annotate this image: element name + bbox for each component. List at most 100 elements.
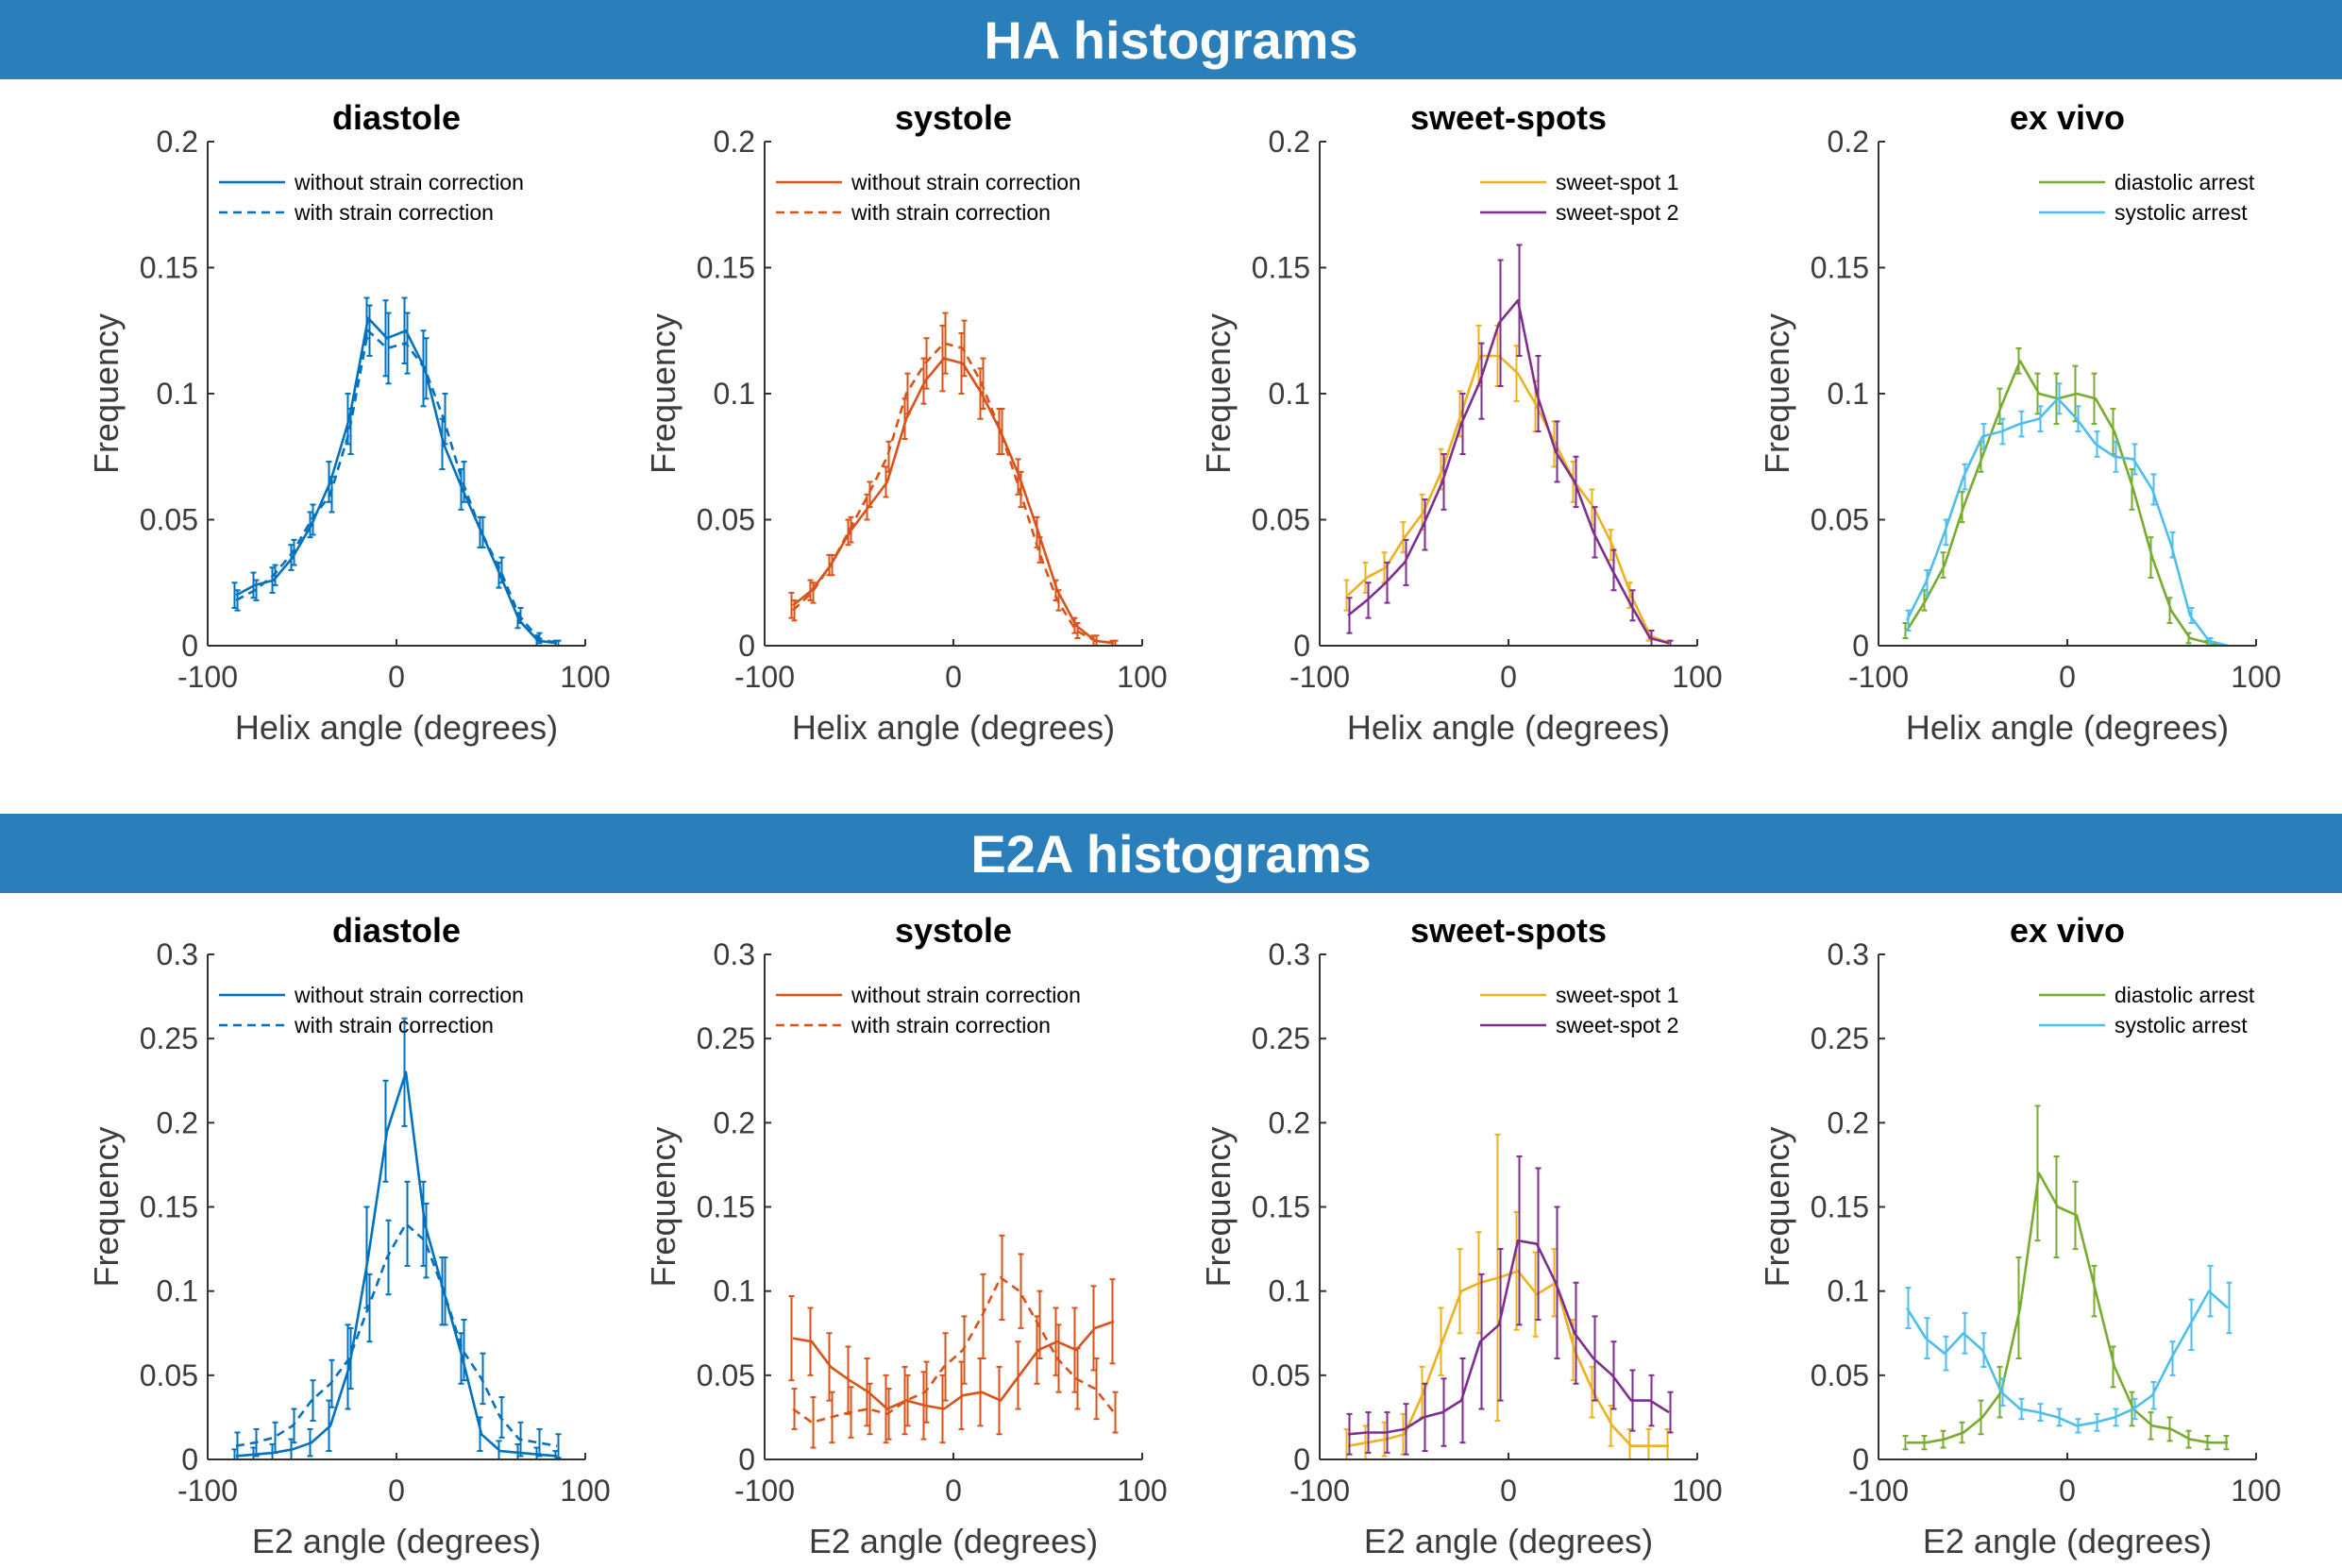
error-bar [2091, 1264, 2098, 1318]
legend-label: with strain correction [851, 1013, 1051, 1037]
error-bar [1018, 1253, 1024, 1329]
error-bar [1664, 1427, 1671, 1460]
chart-title: ex vivo [2010, 98, 2125, 137]
y-tick-label: 0.3 [157, 937, 198, 971]
error-bar [2188, 1298, 2195, 1352]
error-bar [310, 1379, 316, 1422]
legend-label: with strain correction [294, 1013, 494, 1037]
error-bar [1036, 536, 1043, 564]
x-tick-label: 100 [2231, 660, 2281, 694]
x-axis-label: E2 angle (degrees) [1364, 1522, 1653, 1560]
chart-title: diastole [332, 98, 461, 137]
y-axis-label: Frequency [644, 1126, 682, 1287]
legend-label: diastolic arrest [2115, 170, 2255, 194]
error-bar [1497, 1248, 1504, 1402]
y-tick-label: 0.15 [1811, 251, 1869, 285]
series-line [1347, 298, 1670, 645]
y-tick-label: 0.05 [1252, 503, 1310, 537]
chart-title: systole [895, 98, 1012, 137]
y-tick-label: 0.1 [714, 377, 755, 411]
y-axis-label: Frequency [1199, 1126, 1238, 1287]
legend-label: sweet-spot 1 [1556, 983, 1678, 1007]
error-bar [2053, 1155, 2060, 1258]
y-tick-label: 0.15 [140, 1190, 198, 1224]
y-tick-label: 0.15 [1252, 251, 1310, 285]
y-tick-label: 0.05 [1811, 503, 1869, 537]
series-line [792, 1276, 1116, 1425]
error-bar [999, 408, 1005, 456]
series-with-strain-correction [234, 304, 562, 647]
series-line [1347, 1270, 1669, 1447]
x-tick-label: 100 [1117, 660, 1167, 694]
error-bar [480, 515, 486, 548]
y-tick-label: 0.15 [697, 251, 755, 285]
error-bar [1074, 621, 1081, 639]
error-bar [2148, 536, 2154, 579]
y-tick-label: 0.2 [157, 125, 198, 159]
y-tick-label: 0.3 [1269, 937, 1310, 971]
series-systolic-arrest [1905, 382, 2229, 648]
y-tick-label: 0.25 [1252, 1021, 1310, 1055]
error-bar [272, 1421, 278, 1454]
error-bar [1905, 609, 1912, 632]
error-bar [1535, 1167, 1542, 1321]
error-bar [1940, 551, 1946, 579]
legend: sweet-spot 1 sweet-spot 2 [1480, 983, 1678, 1037]
legend-label: sweet-spot 1 [1556, 170, 1678, 194]
legend: without strain correction with strain cor… [776, 170, 1081, 225]
legend: diastolic arrest systolic arrest [2039, 170, 2255, 225]
error-bar [401, 1017, 408, 1127]
x-tick-label: 0 [388, 660, 405, 694]
series-with-strain-correction [234, 1180, 562, 1460]
x-tick-label: -100 [177, 660, 238, 694]
error-bar [329, 476, 335, 514]
x-tick-label: 0 [388, 1474, 405, 1508]
y-tick-label: 0.25 [697, 1021, 755, 1055]
legend-label: without strain correction [294, 170, 524, 194]
error-bar [1112, 1391, 1119, 1434]
x-tick-label: -100 [177, 1474, 238, 1508]
y-tick-label: 0 [181, 629, 198, 663]
error-bar [498, 556, 505, 584]
error-bar [385, 1219, 392, 1296]
x-axis-label: E2 angle (degrees) [1923, 1522, 2212, 1560]
y-tick-label: 0 [1852, 629, 1869, 663]
series-line [235, 1222, 558, 1447]
error-bar [867, 481, 873, 509]
legend-label: without strain correction [851, 983, 1081, 1007]
series-sweet-spot-2 [1346, 244, 1674, 647]
error-bar [555, 1433, 562, 1459]
y-tick-label: 0.05 [1252, 1358, 1310, 1392]
error-bar [788, 1295, 795, 1382]
y-tick-label: 0 [181, 1442, 198, 1476]
series-line [1905, 396, 2229, 648]
error-bar [461, 1318, 467, 1382]
y-tick-label: 0.1 [157, 1274, 198, 1308]
series-line [1347, 354, 1670, 645]
y-tick-label: 0 [1852, 1442, 1869, 1476]
y-tick-label: 0 [738, 629, 755, 663]
error-bar [1459, 1357, 1466, 1444]
y-tick-label: 0.15 [1252, 1190, 1310, 1224]
e2a-histograms-banner: E2A histograms [0, 814, 2342, 893]
error-bar [345, 1324, 351, 1410]
series-diastolic-arrest [1902, 1104, 2230, 1451]
chart-ha-sweetspots: 00.050.10.150.2-100 0 100sweet-spotsHelix … [1199, 98, 1723, 747]
series-line [792, 357, 1115, 645]
chart-title: ex vivo [2010, 911, 2125, 950]
series-line [1347, 1239, 1670, 1436]
y-axis-label: Frequency [87, 1126, 126, 1287]
error-bar [810, 1396, 817, 1449]
y-tick-label: 0.3 [714, 937, 755, 971]
error-bar [461, 461, 467, 503]
series-without-strain-correction [788, 1278, 1116, 1444]
y-axis-label: Frequency [1758, 1126, 1796, 1287]
x-tick-label: 100 [1672, 660, 1722, 694]
error-bar [2169, 1340, 2176, 1376]
error-bar [1980, 1332, 1987, 1368]
series-with-strain-correction [791, 1234, 1119, 1449]
legend-label: sweet-spot 2 [1556, 200, 1678, 225]
